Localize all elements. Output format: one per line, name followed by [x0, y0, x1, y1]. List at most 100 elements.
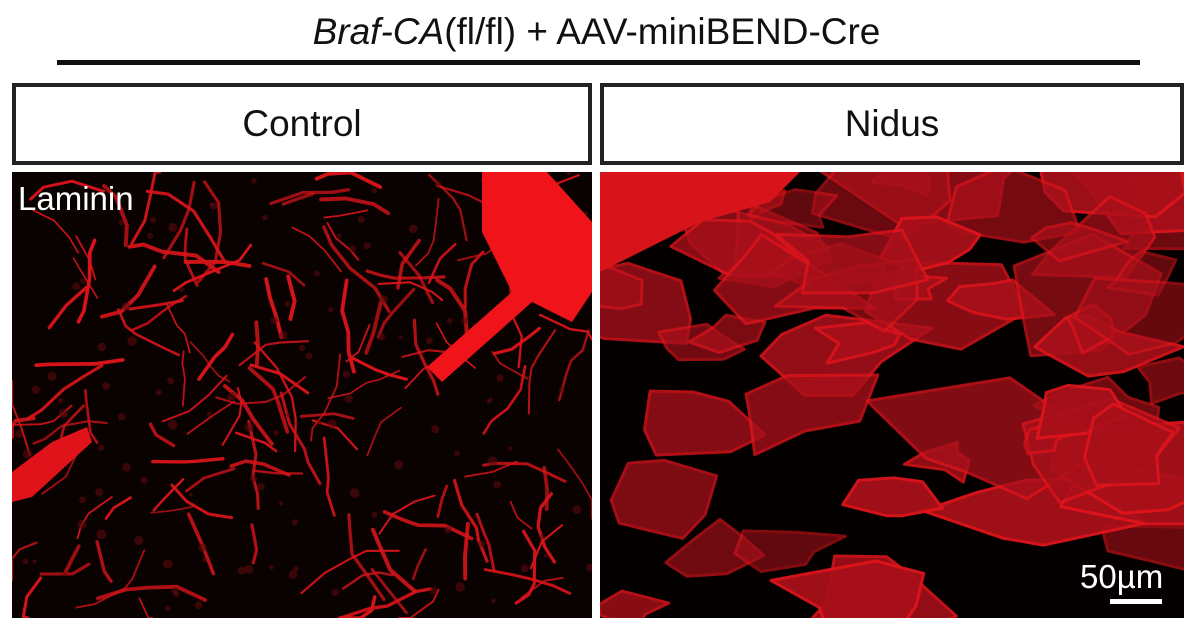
- cell-nucleus: [194, 601, 203, 610]
- cell-nucleus: [539, 534, 545, 540]
- capillary: [527, 329, 557, 415]
- cell-nucleus: [62, 571, 68, 577]
- capillary: [130, 294, 188, 332]
- cell-nucleus: [249, 475, 258, 483]
- dilated-vessel: [600, 589, 671, 618]
- capillary: [29, 179, 105, 201]
- capillary: [12, 380, 31, 457]
- capillary: [482, 364, 527, 435]
- capillary: [370, 567, 408, 615]
- capillary: [184, 467, 236, 493]
- capillary: [261, 261, 306, 287]
- capillary: [151, 457, 225, 464]
- capillary: [475, 512, 496, 572]
- cell-nucleus: [147, 232, 154, 239]
- capillary: [264, 277, 284, 339]
- capillary: [39, 562, 91, 576]
- capillary: [536, 492, 557, 564]
- capillary: [366, 406, 402, 457]
- scale-bar: [1110, 599, 1162, 604]
- capillary: [376, 287, 416, 339]
- cell-nucleus: [269, 564, 274, 570]
- cell-nucleus: [328, 307, 334, 313]
- capillary: [215, 376, 307, 405]
- cell-nucleus: [58, 398, 64, 404]
- cell-nucleus: [493, 480, 502, 489]
- cell-nucleus: [331, 588, 339, 596]
- nidus-vessel-image: [600, 172, 1184, 618]
- cell-nucleus: [520, 564, 529, 573]
- capillary: [104, 496, 132, 520]
- cell-nucleus: [305, 352, 313, 360]
- capillary: [221, 387, 243, 446]
- capillary: [382, 510, 474, 541]
- title-condition: (fl/fl) + AAV-miniBEND-Cre: [444, 11, 881, 52]
- cell-nucleus: [478, 540, 486, 548]
- cell-nucleus: [316, 420, 322, 426]
- capillary: [411, 548, 427, 581]
- cell-nucleus: [286, 412, 291, 417]
- cell-nucleus: [543, 553, 549, 558]
- cell-nucleus: [237, 566, 246, 575]
- cell-nucleus: [79, 496, 86, 504]
- capillary: [148, 422, 176, 448]
- capillary: [514, 529, 537, 605]
- cell-nucleus: [47, 371, 57, 381]
- cell-nucleus: [273, 430, 279, 436]
- dense-vessel-region: [600, 172, 800, 272]
- cell-nucleus: [121, 302, 131, 311]
- capillary: [483, 568, 572, 595]
- dilated-vessel: [600, 262, 644, 311]
- cell-nucleus: [394, 460, 404, 470]
- cell-nucleus: [22, 449, 33, 459]
- cell-nucleus: [447, 317, 453, 324]
- cell-nucleus: [429, 586, 438, 595]
- cell-nucleus: [168, 222, 178, 232]
- capillary: [338, 587, 433, 618]
- cell-nucleus: [487, 456, 498, 467]
- capillary: [72, 257, 99, 299]
- title-gene: Braf-CA: [312, 11, 445, 52]
- capillary: [300, 549, 400, 595]
- cell-nucleus: [278, 501, 284, 506]
- capillary: [34, 358, 125, 368]
- capillary: [351, 356, 408, 381]
- cell-nucleus: [434, 180, 441, 187]
- capillary: [117, 308, 180, 357]
- cell-nucleus: [77, 519, 87, 529]
- capillary: [197, 332, 235, 381]
- cell-nucleus: [586, 563, 592, 572]
- cell-nucleus: [508, 446, 513, 451]
- cell-nucleus: [454, 450, 460, 457]
- cell-nucleus: [379, 295, 388, 304]
- cell-nucleus: [488, 397, 493, 402]
- capillary: [542, 465, 549, 511]
- capillary: [464, 460, 518, 478]
- cell-nucleus: [97, 342, 106, 352]
- cell-nucleus: [173, 591, 180, 598]
- cell-nucleus: [163, 559, 173, 569]
- cell-nucleus: [140, 476, 148, 484]
- capillary: [436, 484, 449, 518]
- dilated-vessel: [609, 458, 719, 540]
- cell-nucleus: [408, 224, 418, 234]
- capillary: [415, 197, 440, 267]
- capillary: [100, 264, 157, 319]
- capillary: [463, 250, 485, 309]
- capillary: [323, 209, 369, 219]
- cell-nucleus: [80, 278, 86, 284]
- cell-nucleus: [209, 202, 217, 210]
- capillary: [326, 222, 360, 261]
- cell-nucleus: [327, 419, 337, 429]
- capillary: [281, 192, 315, 206]
- cell-nucleus: [342, 370, 350, 378]
- capillary: [47, 286, 88, 330]
- cell-nucleus: [572, 505, 582, 514]
- cell-nucleus: [262, 214, 268, 221]
- capillary: [27, 207, 80, 254]
- cell-nucleus: [95, 488, 104, 497]
- capillary: [183, 259, 252, 268]
- cell-nucleus: [31, 385, 40, 394]
- cell-nucleus: [357, 215, 365, 223]
- capillary: [322, 436, 336, 517]
